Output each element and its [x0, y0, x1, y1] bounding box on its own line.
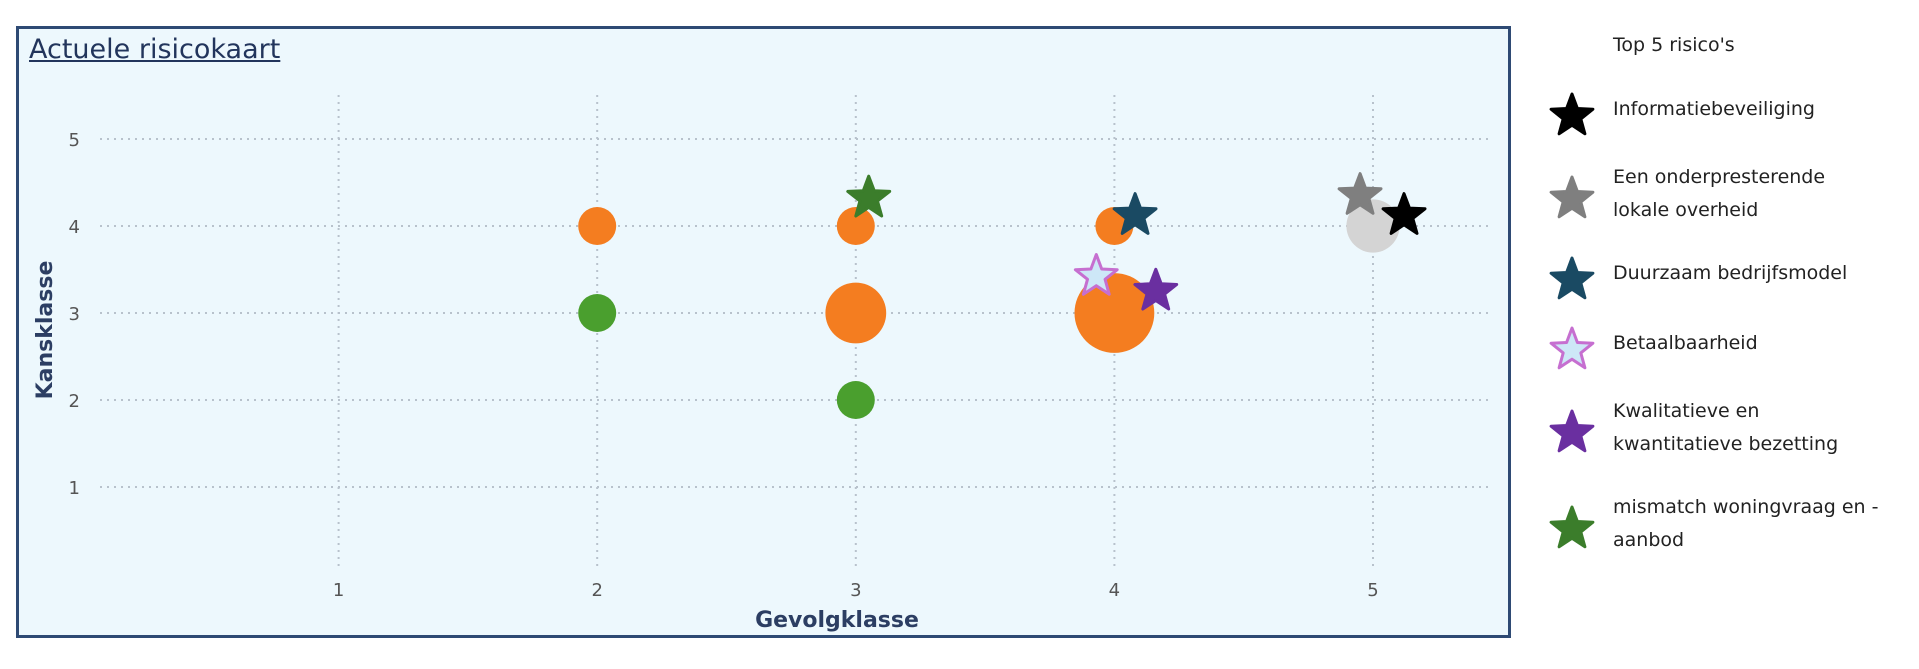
legend-title: Top 5 risico's	[1613, 34, 1735, 56]
legend-label: Kwalitatieve en	[1613, 400, 1760, 422]
legend-label: Betaalbaarheid	[1613, 332, 1758, 354]
x-axis-label: Gevolgklasse	[755, 608, 919, 633]
chart-panel	[16, 26, 1511, 638]
y-tick-label: 3	[69, 304, 80, 325]
legend-item: Betaalbaarheid	[1548, 324, 1908, 394]
legend-label: mismatch woningvraag en -	[1613, 496, 1879, 518]
legend-item: Duurzaam bedrijfsmodel	[1548, 254, 1908, 324]
legend-star-icon	[1549, 409, 1595, 453]
legend-star-icon	[1549, 175, 1595, 219]
y-tick-label: 2	[69, 391, 80, 412]
legend-label: Informatiebeveiliging	[1613, 98, 1815, 120]
legend-star-shape	[1549, 92, 1595, 136]
bubble-point	[578, 294, 617, 332]
y-axis-label: Kansklasse	[33, 261, 58, 400]
legend-star-icon	[1549, 92, 1595, 136]
legend-label: kwantitatieve bezetting	[1613, 433, 1839, 455]
x-tick-label: 5	[1367, 580, 1378, 601]
legend-item: Kwalitatieve en kwantitatieve bezetting	[1548, 392, 1908, 462]
legend-item: Een onderpresterende lokale overheid	[1548, 158, 1908, 228]
x-tick-label: 3	[850, 580, 861, 601]
y-tick-label: 1	[69, 478, 80, 499]
legend-star-icon	[1549, 256, 1595, 300]
risk-star-marker	[1381, 192, 1427, 235]
legend-star-icon	[1549, 505, 1595, 549]
x-tick-label: 4	[1109, 580, 1120, 601]
bubble-point	[836, 207, 875, 245]
bubble-point	[578, 207, 617, 245]
legend-star-shape	[1549, 409, 1595, 453]
legend-label: lokale overheid	[1613, 199, 1759, 221]
legend-label: aanbod	[1613, 529, 1685, 551]
risk-star-marker	[1337, 172, 1383, 215]
x-tick-label: 1	[333, 580, 344, 601]
y-tick-label: 4	[69, 217, 80, 238]
bubble-point	[1074, 273, 1155, 353]
legend-star-shape	[1549, 505, 1595, 549]
legend-label: Duurzaam bedrijfsmodel	[1613, 262, 1848, 284]
legend-star-icon	[1549, 326, 1595, 370]
risk-star-marker	[846, 174, 892, 218]
risk-star-marker	[1073, 253, 1119, 296]
legend-star-shape	[1549, 175, 1595, 219]
legend-label: Een onderpresterende	[1613, 166, 1826, 188]
x-tick-label: 2	[591, 580, 602, 601]
risk-star-marker	[1112, 192, 1158, 235]
y-tick-label: 5	[69, 130, 80, 151]
legend-star-shape	[1549, 256, 1595, 300]
risk-star-marker	[1133, 267, 1179, 311]
legend-star-shape	[1549, 326, 1595, 370]
legend-item: mismatch woningvraag en - aanbod	[1548, 488, 1908, 558]
bubble-point	[825, 282, 887, 344]
legend-item: Informatiebeveiliging	[1548, 90, 1908, 160]
bubble-point	[836, 381, 875, 419]
chart-title: Actuele risicokaart	[29, 34, 281, 65]
